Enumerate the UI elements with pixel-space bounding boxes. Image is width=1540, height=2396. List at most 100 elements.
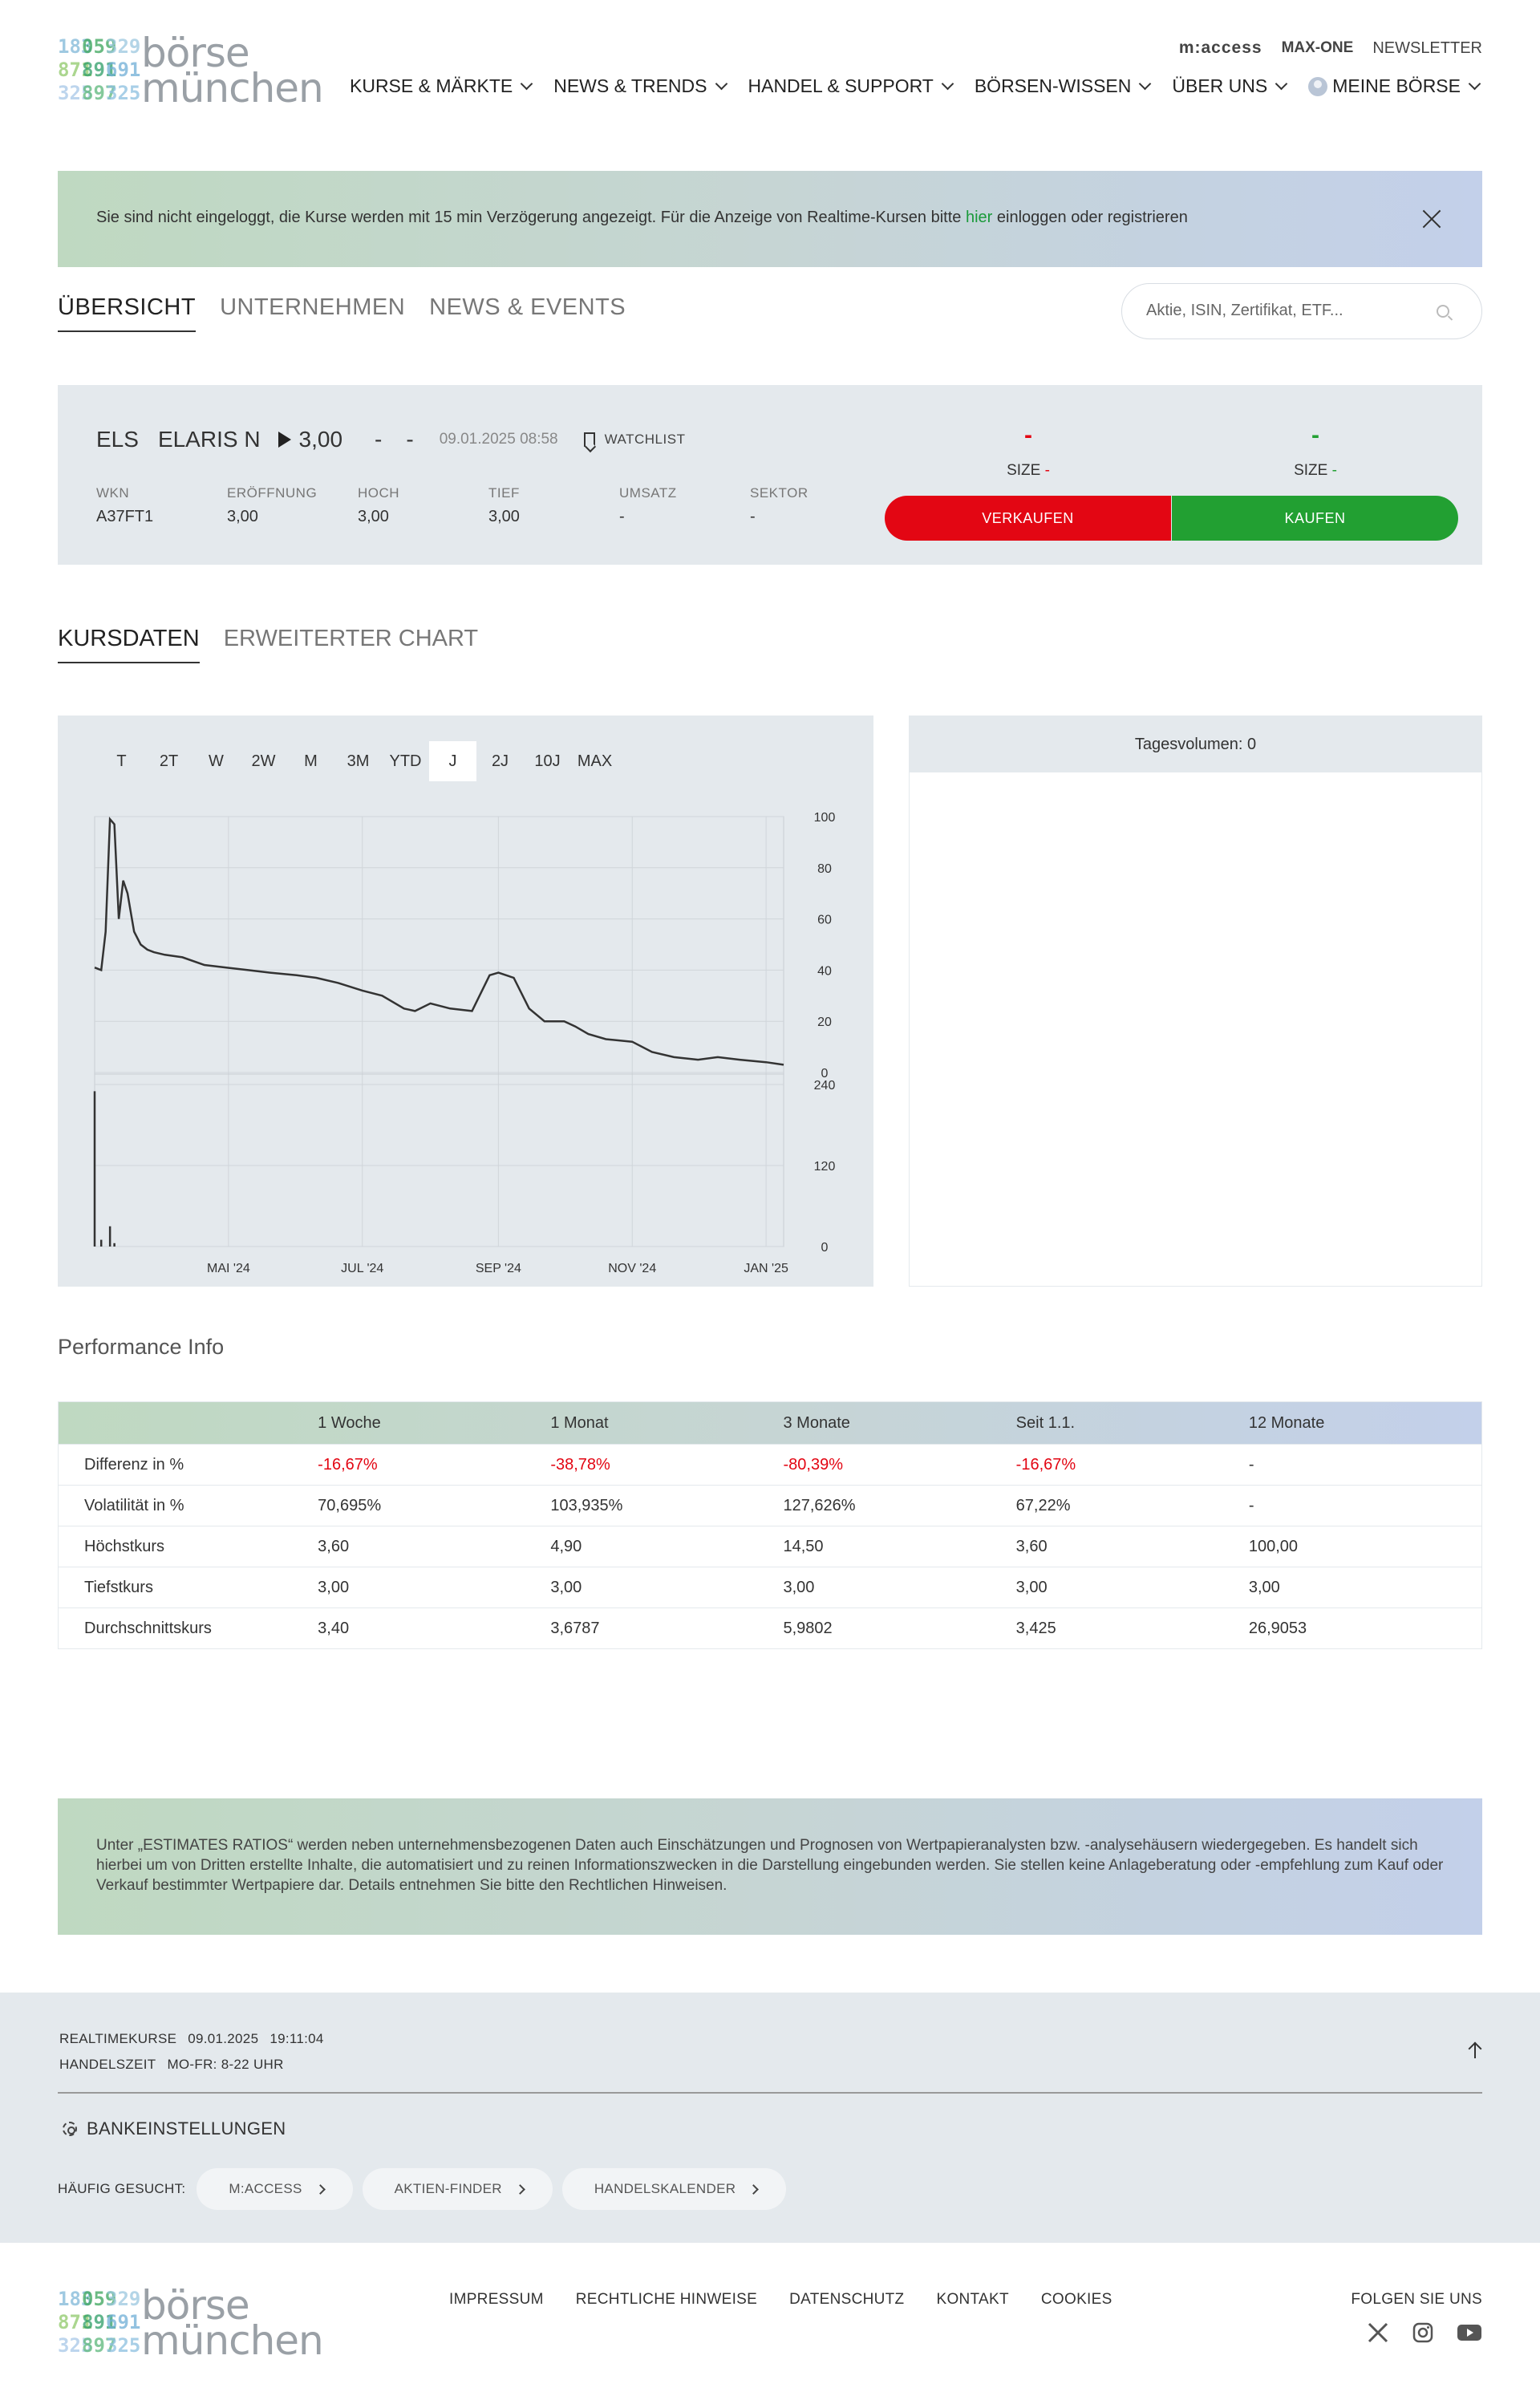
range-10j[interactable]: 10J	[534, 752, 561, 770]
footer-link-rechtliches[interactable]: RECHTLICHE HINWEISE	[575, 2291, 758, 2308]
logo-digit: 329	[106, 35, 141, 58]
column-header: 1 Monat	[550, 1413, 609, 1432]
nav-label: BÖRSEN-WISSEN	[974, 75, 1132, 96]
table-cell: 3,00	[318, 1578, 350, 1596]
table-cell: 67,22%	[1015, 1496, 1071, 1514]
watchlist-button[interactable]: WATCHLIST	[604, 432, 686, 447]
range-2w[interactable]: 2W	[251, 752, 276, 770]
footer-link-datenschutz[interactable]: DATENSCHUTZ	[789, 2291, 905, 2308]
logo-digit: 897	[82, 82, 117, 104]
y-tick-label: 40	[817, 964, 832, 978]
nav-item-kurse[interactable]: KURSE & MÄRKTE	[350, 75, 534, 97]
range-m[interactable]: M	[304, 752, 318, 770]
x-icon[interactable]	[1367, 2321, 1389, 2344]
frequent-maccess[interactable]: M:ACCESS	[197, 2168, 353, 2210]
footer-link-cookies[interactable]: COOKIES	[1040, 2291, 1112, 2308]
search-input[interactable]	[1146, 302, 1419, 320]
performance-title: Performance Info	[58, 1335, 225, 1359]
size-value: -	[1331, 462, 1337, 479]
ask-size: SIZE -	[1172, 462, 1459, 480]
range-3m[interactable]: 3M	[346, 752, 370, 770]
logo-mark: 183 059 329 871 891 691 325 897 325	[58, 2288, 141, 2358]
range-t[interactable]: T	[116, 752, 127, 770]
range-w[interactable]: W	[209, 752, 224, 770]
nav-item-ueber-uns[interactable]: ÜBER UNS	[1172, 75, 1289, 97]
close-icon[interactable]	[1421, 209, 1442, 229]
quote-name: ELARIS N	[157, 427, 261, 452]
footer-logo[interactable]: 183 059 329 871 891 691 325 897 325 börs…	[58, 2285, 324, 2361]
table-cell: 70,695%	[318, 1496, 382, 1514]
field-label: TIEF	[488, 485, 520, 501]
search-icon[interactable]	[1437, 305, 1449, 318]
volume-tick-label: 240	[814, 1079, 836, 1093]
volume-title: Tagesvolumen: 0	[910, 716, 1481, 772]
size-value: -	[1044, 462, 1050, 479]
top-link-newsletter[interactable]: NEWSLETTER	[1372, 39, 1482, 57]
range-2j[interactable]: 2J	[491, 752, 509, 770]
nav-label: KURSE & MÄRKTE	[350, 75, 513, 96]
bookmark-icon[interactable]	[583, 432, 595, 447]
nav-item-wissen[interactable]: BÖRSEN-WISSEN	[975, 75, 1153, 97]
bank-settings-link[interactable]: BANKEINSTELLUNGEN	[63, 2118, 286, 2139]
footer-info: REALTIMEKURSE 09.01.2025 19:11:04 HANDELSZ…	[0, 1993, 1540, 2243]
arrow-up-icon[interactable]	[1474, 2044, 1476, 2058]
volume-panel: Tagesvolumen: 0	[909, 716, 1482, 1287]
frequent-handelskalender[interactable]: HANDELSKALENDER	[561, 2168, 787, 2210]
tab-uebersicht[interactable]: ÜBERSICHT	[58, 294, 197, 332]
data-tabs: KURSDATEN ERWEITERTER CHART	[58, 626, 478, 663]
logo-word: börse	[141, 30, 250, 76]
table-cell: 5,9802	[783, 1619, 833, 1637]
footer-link-impressum[interactable]: IMPRESSUM	[449, 2291, 544, 2308]
table-cell: 127,626%	[783, 1496, 856, 1514]
banner-login-link[interactable]: hier	[965, 209, 993, 226]
range-max[interactable]: MAX	[577, 752, 613, 770]
realtime-date: 09.01.2025	[188, 2031, 259, 2046]
tab-news-events[interactable]: NEWS & EVENTS	[429, 294, 626, 320]
tab-erweiterter-chart[interactable]: ERWEITERTER CHART	[223, 626, 479, 651]
quote-timestamp: 09.01.2025 08:58	[439, 431, 558, 448]
x-tick-label: NOV '24	[608, 1262, 656, 1275]
frequent-label: HÄUFIG GESUCHT:	[58, 2181, 186, 2196]
table-cell: -38,78%	[550, 1455, 610, 1474]
sell-button[interactable]: VERKAUFEN	[885, 496, 1171, 541]
x-tick-label: JUL '24	[341, 1262, 383, 1275]
youtube-icon[interactable]	[1457, 2323, 1482, 2342]
range-j[interactable]: J	[429, 741, 476, 781]
tab-unternehmen[interactable]: UNTERNEHMEN	[220, 294, 406, 320]
top-link-maccess[interactable]: m:access	[1178, 39, 1262, 57]
tab-kursdaten[interactable]: KURSDATEN	[58, 626, 200, 663]
logo-digit: 691	[106, 2311, 141, 2333]
nav-item-handel[interactable]: HANDEL & SUPPORT	[748, 75, 955, 97]
disclaimer-text: Unter „ESTIMATES RATIOS“ werden neben un…	[96, 1837, 1444, 1894]
nav-item-meine-boerse[interactable]: MEINE BÖRSE	[1308, 75, 1482, 97]
logo-digit: 691	[106, 59, 141, 81]
banner-text-part: Sie sind nicht eingeloggt, die Kurse wer…	[96, 209, 966, 226]
row-label: Durchschnittskurs	[84, 1619, 212, 1637]
table-row: Differenz in % -16,67% -38,78% -80,39% -…	[59, 1444, 1481, 1485]
table-cell: -16,67%	[1015, 1455, 1076, 1474]
range-ytd[interactable]: YTD	[389, 752, 422, 770]
buy-button[interactable]: KAUFEN	[1172, 496, 1458, 541]
top-links: m:access MAX-ONE NEWSLETTER	[1179, 39, 1482, 58]
login-banner: Sie sind nicht eingeloggt, die Kurse wer…	[58, 171, 1482, 267]
logo-mark: 183 059 329 871 891 691 325 897 325	[58, 35, 141, 106]
logo-digit: 183	[58, 2288, 93, 2310]
logo-word: münchen	[141, 65, 324, 111]
logo-digit: 183	[58, 35, 93, 58]
footer-link-kontakt[interactable]: KONTAKT	[936, 2291, 1009, 2308]
top-link-maxone[interactable]: MAX-ONE	[1281, 39, 1354, 56]
x-tick-label: JAN '25	[744, 1262, 788, 1275]
nav-item-news[interactable]: NEWS & TRENDS	[553, 75, 728, 97]
logo[interactable]: 183 059 329 871 891 691 325 897 325 börs…	[58, 30, 324, 111]
instagram-icon[interactable]	[1412, 2321, 1434, 2344]
page-tabs: ÜBERSICHT UNTERNEHMEN NEWS & EVENTS	[58, 294, 626, 332]
hours-line: HANDELSZEIT MO-FR: 8-22 UHR	[59, 2052, 335, 2078]
x-tick-label: SEP '24	[476, 1262, 521, 1275]
logo-digit: 059	[82, 2288, 117, 2310]
quote-header: ELS ELARIS N 3,00 - - 09.01.2025 08:58 W…	[96, 427, 685, 452]
table-row: Volatilität in % 70,695% 103,935% 127,62…	[59, 1485, 1481, 1526]
frequent-aktien-finder[interactable]: AKTIEN-FINDER	[362, 2168, 553, 2210]
range-2t[interactable]: 2T	[159, 752, 179, 770]
logo-digit: 325	[58, 2334, 93, 2357]
plot-frame	[94, 816, 784, 1247]
